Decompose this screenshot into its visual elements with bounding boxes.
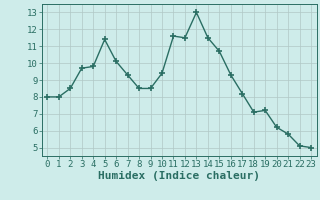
- X-axis label: Humidex (Indice chaleur): Humidex (Indice chaleur): [98, 171, 260, 181]
